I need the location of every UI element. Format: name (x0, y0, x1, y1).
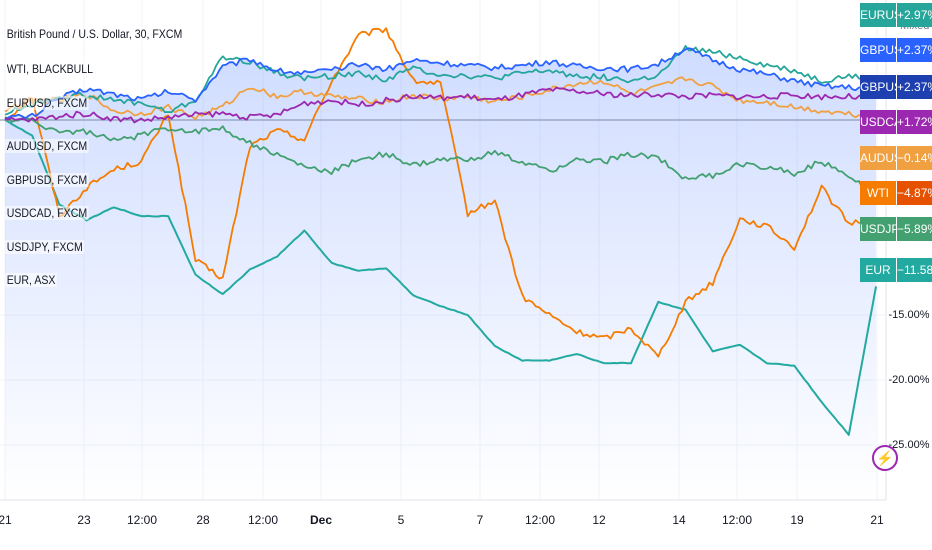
x-tick-label: Dec (309, 513, 333, 527)
x-tick-label: 7 (476, 513, 484, 527)
tag-eur-change: −11.58% (897, 258, 932, 282)
tag-wti-change: −4.87% (897, 181, 932, 205)
series-line-wti[interactable] (4, 27, 877, 358)
x-tick-label: 12 (592, 513, 606, 527)
x-tick-label: 28 (196, 513, 210, 527)
legend-entry-eurusd[interactable]: EURUSD, FXCM (5, 96, 89, 110)
x-tick-label: 5 (397, 513, 405, 527)
tag-usdcad-name: USDCAD (860, 110, 911, 134)
series-line-eur[interactable] (4, 119, 877, 436)
gbpusd-area-fill (5, 48, 876, 500)
x-tick-label: 23 (77, 513, 91, 527)
x-tick-label: 14 (672, 513, 686, 527)
tag-wti-name: WTI (860, 181, 896, 205)
x-tick-label: 12:00 (247, 513, 279, 527)
x-tick-label: 12:00 (126, 513, 158, 527)
tag-gbpusd-change: +2.37% (897, 75, 932, 99)
tag-usdjpy-name: USDJPY (860, 217, 907, 241)
legend-entry-wti[interactable]: WTI, BLACKBULL (5, 62, 95, 76)
legend-entry-usdjpy[interactable]: USDJPY, FXCM (5, 240, 85, 254)
tag-eurusd-change: +2.97% (897, 3, 932, 27)
tag-eur-name: EUR (860, 258, 896, 282)
x-tick-label: 21 (0, 513, 12, 527)
tag-usdcad-change: +1.72% (897, 110, 932, 134)
tag-usdjpy-change: −5.89% (897, 217, 932, 241)
tag-audusd-name: AUDUSD (860, 146, 911, 170)
lightning-icon[interactable]: ⚡ (872, 445, 898, 471)
series-line-usdjpy[interactable] (4, 116, 877, 198)
legend-entry-usdcad[interactable]: USDCAD, FXCM (5, 206, 89, 220)
x-tick-label: 12:00 (721, 513, 753, 527)
series-line-eurusd[interactable] (4, 45, 877, 116)
tag-eurusd-name: EURUSD (860, 3, 911, 27)
legend-entry-gbpusd[interactable]: GBPUSD, FXCM (5, 173, 89, 187)
chart-title: British Pound / U.S. Dollar, 30, FXCM (5, 27, 184, 41)
y-tick-label: -25.00% (888, 439, 930, 451)
tag-gbpusd-primary-name: GBPUSD (860, 38, 911, 62)
y-tick-label: -15.00% (888, 309, 930, 321)
series-line-audusd[interactable] (4, 76, 877, 121)
series-line-usdcad[interactable] (4, 86, 876, 124)
x-tick-label: 21 (870, 513, 884, 527)
legend-entry-eur[interactable]: EUR, ASX (5, 273, 58, 287)
series-line-gbpusd[interactable] (4, 47, 877, 121)
legend-entry-audusd[interactable]: AUDUSD, FXCM (5, 139, 89, 153)
y-tick-label: -20.00% (888, 374, 930, 386)
x-tick-label: 12:00 (524, 513, 556, 527)
tag-gbpusd-primary-change: +2.37% (897, 38, 932, 62)
tag-audusd-change: −0.14% (897, 146, 932, 170)
tag-gbpusd-name: GBPUSD (860, 75, 911, 99)
x-tick-label: 19 (790, 513, 804, 527)
